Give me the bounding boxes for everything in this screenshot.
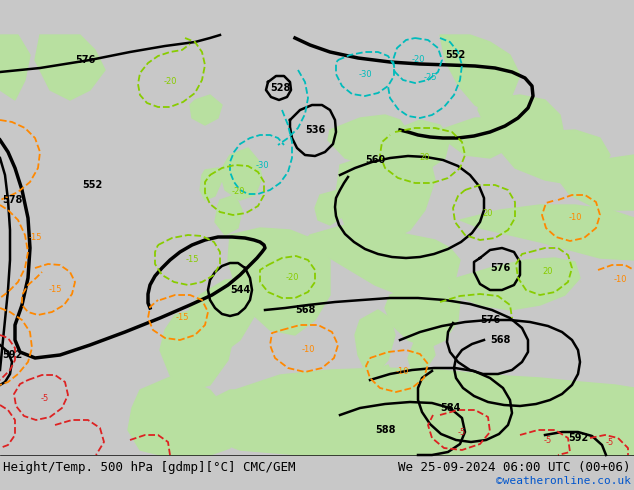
Text: 578: 578 — [2, 195, 22, 205]
Text: 568: 568 — [295, 305, 315, 315]
Polygon shape — [448, 258, 580, 310]
Polygon shape — [160, 305, 235, 390]
Text: -10: -10 — [613, 275, 627, 285]
Text: -15: -15 — [48, 286, 61, 294]
Polygon shape — [460, 205, 634, 260]
Polygon shape — [128, 375, 235, 455]
Text: -5: -5 — [606, 438, 614, 446]
Text: 20: 20 — [482, 210, 493, 219]
Text: 552: 552 — [445, 50, 465, 60]
Text: 552: 552 — [82, 180, 102, 190]
Polygon shape — [305, 225, 460, 300]
Polygon shape — [220, 148, 262, 200]
Polygon shape — [0, 35, 30, 100]
Polygon shape — [408, 335, 435, 372]
Text: 588: 588 — [375, 425, 395, 435]
Text: ©weatheronline.co.uk: ©weatheronline.co.uk — [496, 476, 631, 486]
Polygon shape — [185, 278, 258, 355]
Text: -20: -20 — [163, 77, 177, 87]
Polygon shape — [200, 168, 222, 200]
Polygon shape — [385, 285, 460, 348]
Text: 592: 592 — [568, 433, 588, 443]
Text: -10: -10 — [301, 345, 314, 354]
Polygon shape — [335, 148, 435, 240]
Text: 20: 20 — [543, 268, 553, 276]
Text: Height/Temp. 500 hPa [gdmp][°C] CMC/GEM: Height/Temp. 500 hPa [gdmp][°C] CMC/GEM — [3, 461, 295, 473]
Polygon shape — [328, 115, 410, 165]
Polygon shape — [355, 310, 395, 375]
Polygon shape — [190, 95, 222, 125]
Text: 536: 536 — [305, 125, 325, 135]
Polygon shape — [555, 155, 634, 210]
Polygon shape — [438, 118, 515, 158]
Text: 560: 560 — [365, 155, 385, 165]
Polygon shape — [228, 228, 330, 335]
Text: -25: -25 — [424, 74, 437, 82]
Text: 528: 528 — [270, 83, 290, 93]
Text: -15: -15 — [29, 234, 42, 243]
Text: 584: 584 — [440, 403, 460, 413]
Text: -20: -20 — [285, 273, 299, 283]
Polygon shape — [372, 365, 395, 400]
Text: We 25-09-2024 06:00 UTC (00+06): We 25-09-2024 06:00 UTC (00+06) — [399, 461, 631, 473]
Text: 20: 20 — [420, 152, 430, 162]
Text: -5: -5 — [458, 427, 466, 437]
Text: -15: -15 — [185, 255, 198, 265]
Polygon shape — [388, 120, 450, 168]
Text: -10: -10 — [395, 368, 409, 376]
Text: -30: -30 — [256, 161, 269, 170]
Text: -10: -10 — [568, 214, 582, 222]
Polygon shape — [195, 368, 634, 455]
Text: 568: 568 — [490, 335, 510, 345]
Polygon shape — [152, 375, 195, 420]
Text: 544: 544 — [230, 285, 250, 295]
Text: 576: 576 — [75, 55, 95, 65]
Text: 576: 576 — [490, 263, 510, 273]
Text: -20: -20 — [411, 55, 425, 65]
Text: -30: -30 — [358, 71, 372, 79]
Text: 592: 592 — [2, 350, 22, 360]
Polygon shape — [440, 35, 520, 115]
Polygon shape — [498, 130, 610, 185]
Text: -15: -15 — [175, 314, 189, 322]
Polygon shape — [35, 35, 105, 100]
Polygon shape — [478, 95, 565, 165]
Text: 576: 576 — [480, 315, 500, 325]
Polygon shape — [0, 35, 634, 455]
Text: -5: -5 — [41, 393, 49, 402]
Polygon shape — [315, 190, 348, 225]
Text: -5: -5 — [544, 436, 552, 444]
Polygon shape — [215, 195, 242, 235]
Text: -20: -20 — [231, 188, 245, 196]
